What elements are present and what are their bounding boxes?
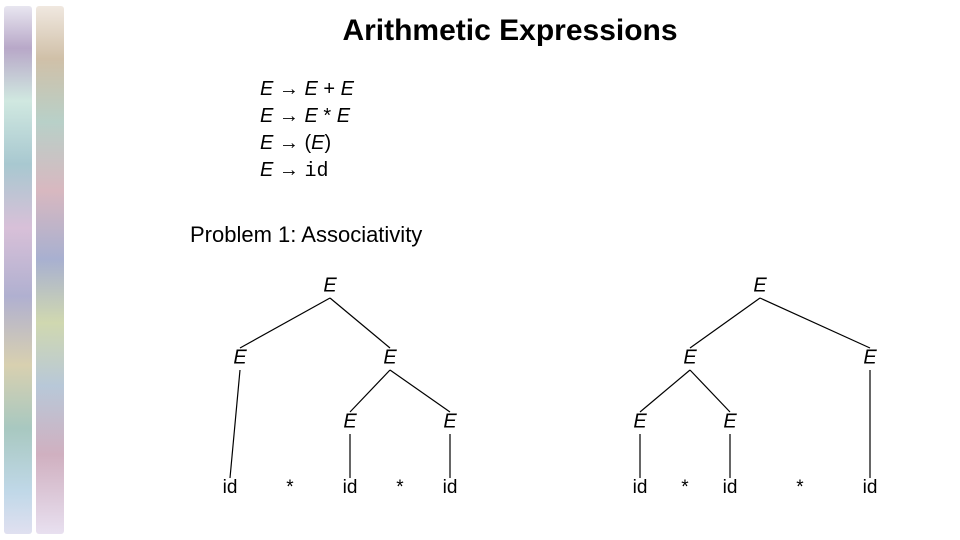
left-tree-leaf: id [343, 477, 358, 499]
right-tree-leaf: id [863, 477, 878, 499]
problem-label: Problem 1: Associativity [190, 222, 422, 248]
right-tree-op: * [796, 477, 803, 499]
parse-trees: E E E E Eid id id * * E E E E Eid id id * * [170, 272, 930, 522]
left-tree-op: * [286, 477, 293, 499]
right-tree-leaf: id [723, 477, 738, 499]
left-tree-leaf: id [443, 477, 458, 499]
left-tree-node: E [383, 347, 396, 370]
grammar-rule-4: E → id [260, 157, 354, 185]
decorative-sidebar [0, 6, 70, 534]
sidebar-strip-b [36, 6, 64, 534]
right-tree-root: E [753, 275, 766, 298]
grammar-rule-1: E → E + E [260, 76, 354, 103]
left-tree-node: E [443, 411, 456, 434]
grammar-rule-3: E → (E) [260, 130, 354, 157]
right-tree-node: E [683, 347, 696, 370]
left-tree-leaf: id [223, 477, 238, 499]
right-tree-node: E [863, 347, 876, 370]
left-tree-op: * [396, 477, 403, 499]
page-title: Arithmetic Expressions [80, 14, 940, 48]
grammar-rule-2: E → E * E [260, 103, 354, 130]
right-tree-leaf: id [633, 477, 648, 499]
right-tree-node: E [723, 411, 736, 434]
grammar-block: E → E + E E → E * E E → (E) E → id [260, 76, 354, 185]
right-tree-op: * [681, 477, 688, 499]
left-tree-root: E [323, 275, 336, 298]
sidebar-strip-a [4, 6, 32, 534]
right-tree-node: E [633, 411, 646, 434]
left-tree-node: E [343, 411, 356, 434]
left-tree-node: E [233, 347, 246, 370]
tree-edges [170, 272, 930, 522]
